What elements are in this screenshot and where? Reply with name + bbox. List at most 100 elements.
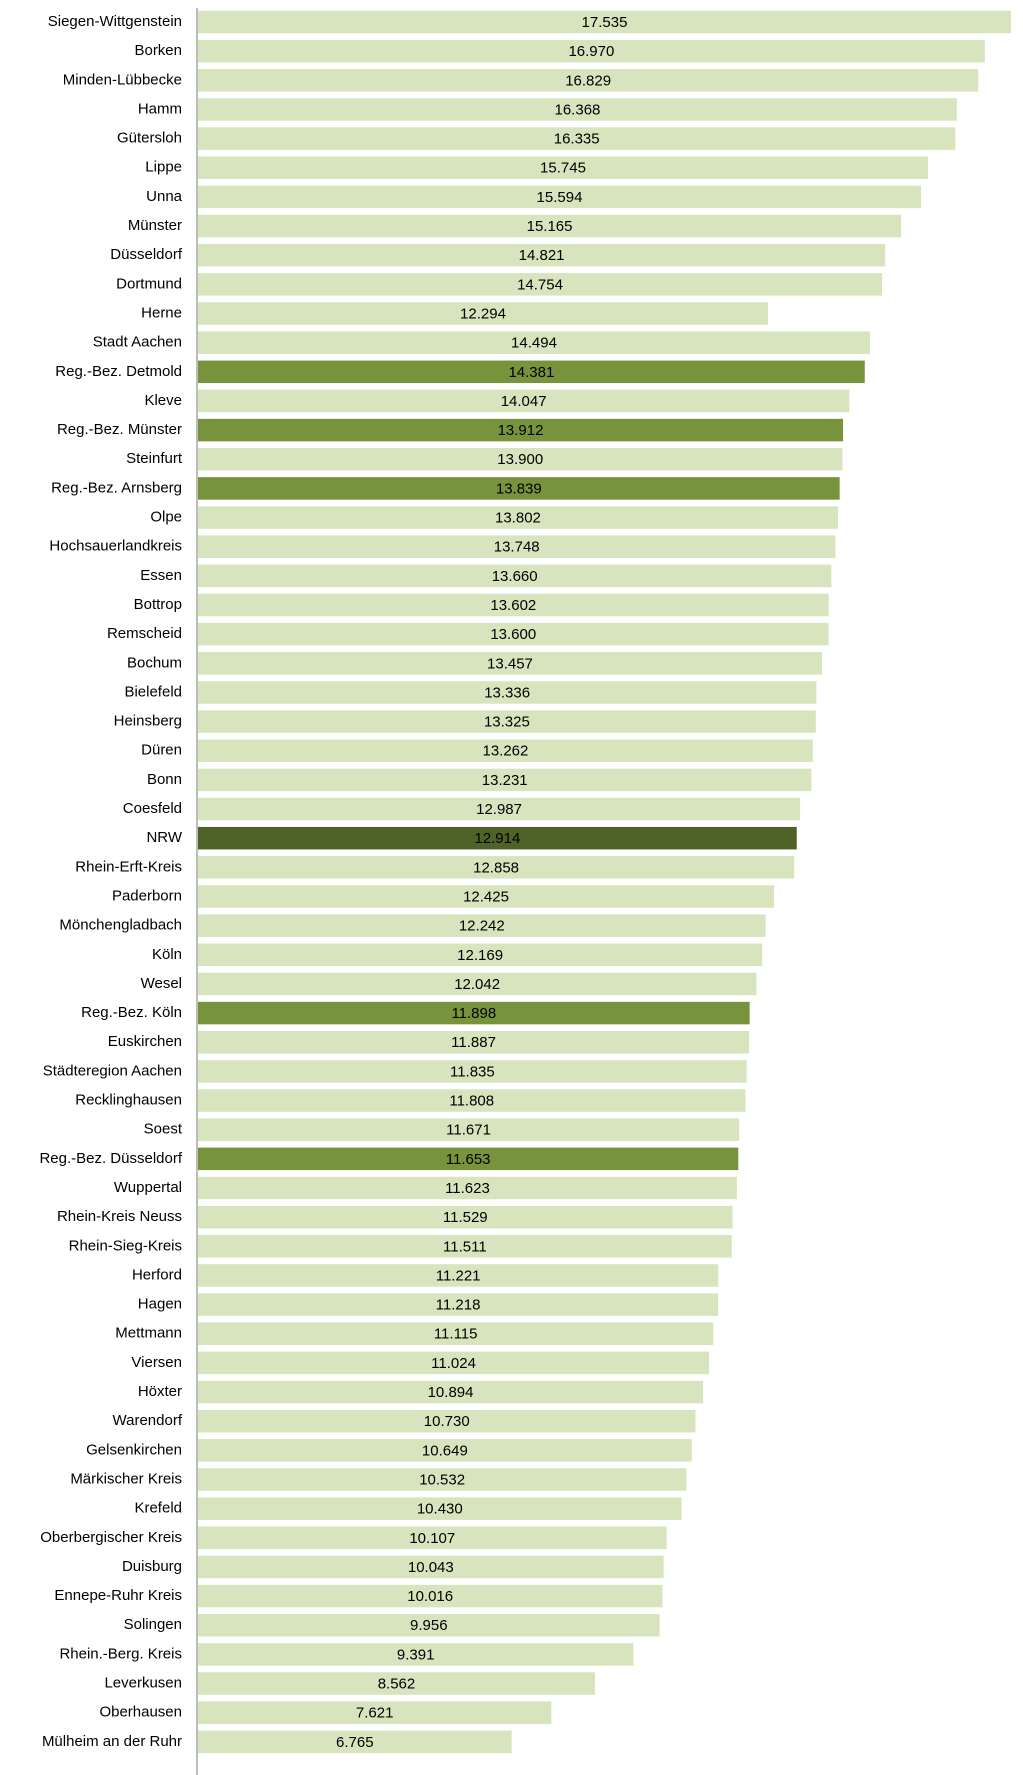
value-label: 13.900 bbox=[497, 451, 543, 468]
bar bbox=[198, 214, 902, 238]
value-label: 11.808 bbox=[449, 1093, 494, 1110]
value-label: 16.970 bbox=[568, 43, 614, 60]
value-label: 11.671 bbox=[446, 1122, 491, 1139]
value-label: 13.802 bbox=[495, 510, 541, 527]
bar bbox=[198, 360, 865, 384]
bar bbox=[198, 1176, 737, 1200]
bar bbox=[198, 1468, 687, 1491]
bar bbox=[198, 331, 871, 354]
value-label: 7.621 bbox=[356, 1705, 394, 1722]
value-label: 13.336 bbox=[484, 684, 530, 701]
bar bbox=[198, 243, 886, 267]
category-label: Essen bbox=[140, 567, 182, 584]
bar bbox=[198, 1672, 595, 1695]
category-label: Stadt Aachen bbox=[93, 334, 182, 351]
bar bbox=[198, 156, 929, 179]
value-label: 9.956 bbox=[410, 1617, 448, 1634]
category-label: Siegen-Wittgenstein bbox=[48, 13, 182, 30]
category-label: Solingen bbox=[124, 1616, 182, 1633]
value-label: 11.898 bbox=[451, 1005, 496, 1022]
category-label: Olpe bbox=[150, 509, 182, 526]
value-label: 10.430 bbox=[417, 1501, 463, 1518]
value-label: 11.653 bbox=[446, 1151, 491, 1168]
bar bbox=[198, 1089, 746, 1112]
category-label: Hamm bbox=[138, 100, 182, 117]
bar bbox=[198, 1497, 682, 1520]
category-label: Mönchengladbach bbox=[59, 917, 182, 934]
bar bbox=[198, 477, 840, 500]
bar bbox=[198, 797, 801, 821]
bar bbox=[198, 1526, 667, 1550]
bar bbox=[198, 710, 816, 733]
category-label: Oberbergischer Kreis bbox=[40, 1529, 182, 1546]
bar bbox=[198, 1060, 747, 1083]
bar bbox=[198, 39, 985, 63]
category-label: Mettmann bbox=[115, 1325, 182, 1342]
value-label: 16.368 bbox=[555, 101, 601, 118]
category-label: Gelsenkirchen bbox=[86, 1441, 182, 1458]
value-label: 10.043 bbox=[408, 1559, 454, 1576]
bar bbox=[198, 1730, 512, 1754]
bar bbox=[198, 1409, 696, 1433]
category-label: Reg.-Bez. Köln bbox=[81, 1004, 182, 1021]
bar bbox=[198, 1147, 739, 1171]
category-label: Hochsauerlandkreis bbox=[49, 538, 182, 555]
category-label: Lippe bbox=[145, 159, 182, 176]
category-label: Paderborn bbox=[112, 887, 182, 904]
category-label: Reg.-Bez. Arnsberg bbox=[51, 479, 182, 496]
value-label: 10.532 bbox=[419, 1471, 465, 1488]
category-label: Borken bbox=[134, 42, 182, 59]
bar bbox=[198, 448, 843, 471]
category-label: Krefeld bbox=[134, 1500, 182, 1517]
bar bbox=[198, 1118, 740, 1141]
category-label: Bonn bbox=[147, 771, 182, 788]
category-label: Steinfurt bbox=[126, 450, 183, 467]
category-label: Köln bbox=[152, 946, 182, 963]
bar bbox=[198, 535, 836, 558]
bar bbox=[198, 1001, 750, 1025]
category-label: Ennepe-Ruhr Kreis bbox=[54, 1587, 182, 1604]
value-label: 17.535 bbox=[582, 14, 628, 31]
category-label: Bottrop bbox=[134, 596, 182, 613]
value-label: 13.602 bbox=[490, 597, 536, 614]
value-label: 15.594 bbox=[537, 189, 583, 206]
bar bbox=[198, 768, 812, 792]
category-label: Reg.-Bez. Detmold bbox=[55, 363, 182, 380]
value-label: 10.730 bbox=[424, 1413, 470, 1430]
category-label: Coesfeld bbox=[123, 800, 182, 817]
bar bbox=[198, 593, 829, 617]
bar bbox=[198, 1555, 664, 1579]
value-label: 6.765 bbox=[336, 1734, 374, 1751]
category-label: Bochum bbox=[127, 654, 182, 671]
category-label: Städteregion Aachen bbox=[43, 1062, 182, 1079]
category-label: Wesel bbox=[141, 975, 182, 992]
value-label: 12.242 bbox=[459, 918, 505, 935]
bar bbox=[198, 564, 832, 588]
bar bbox=[198, 1293, 719, 1316]
category-label: Herford bbox=[132, 1266, 182, 1283]
category-label: Viersen bbox=[131, 1354, 182, 1371]
category-label: NRW bbox=[146, 829, 182, 846]
bar bbox=[198, 826, 797, 850]
bar bbox=[198, 914, 766, 937]
category-label: Reg.-Bez. Münster bbox=[57, 421, 182, 438]
value-label: 12.169 bbox=[457, 947, 503, 964]
category-label: Soest bbox=[144, 1121, 183, 1138]
value-label: 12.042 bbox=[454, 976, 500, 993]
category-label: Märkischer Kreis bbox=[70, 1470, 182, 1487]
bar bbox=[198, 856, 795, 879]
value-label: 12.914 bbox=[474, 830, 520, 847]
value-label: 14.494 bbox=[511, 335, 557, 352]
bar bbox=[198, 1205, 733, 1229]
bar bbox=[198, 1701, 552, 1724]
value-label: 9.391 bbox=[397, 1646, 435, 1663]
bar bbox=[198, 127, 956, 150]
bar bbox=[198, 1614, 660, 1637]
category-label: Höxter bbox=[138, 1383, 182, 1400]
category-label: Bielefeld bbox=[124, 683, 182, 700]
value-label: 13.325 bbox=[484, 714, 530, 731]
category-label: Leverkusen bbox=[104, 1675, 182, 1692]
value-label: 12.425 bbox=[463, 888, 509, 905]
value-label: 11.623 bbox=[445, 1180, 490, 1197]
